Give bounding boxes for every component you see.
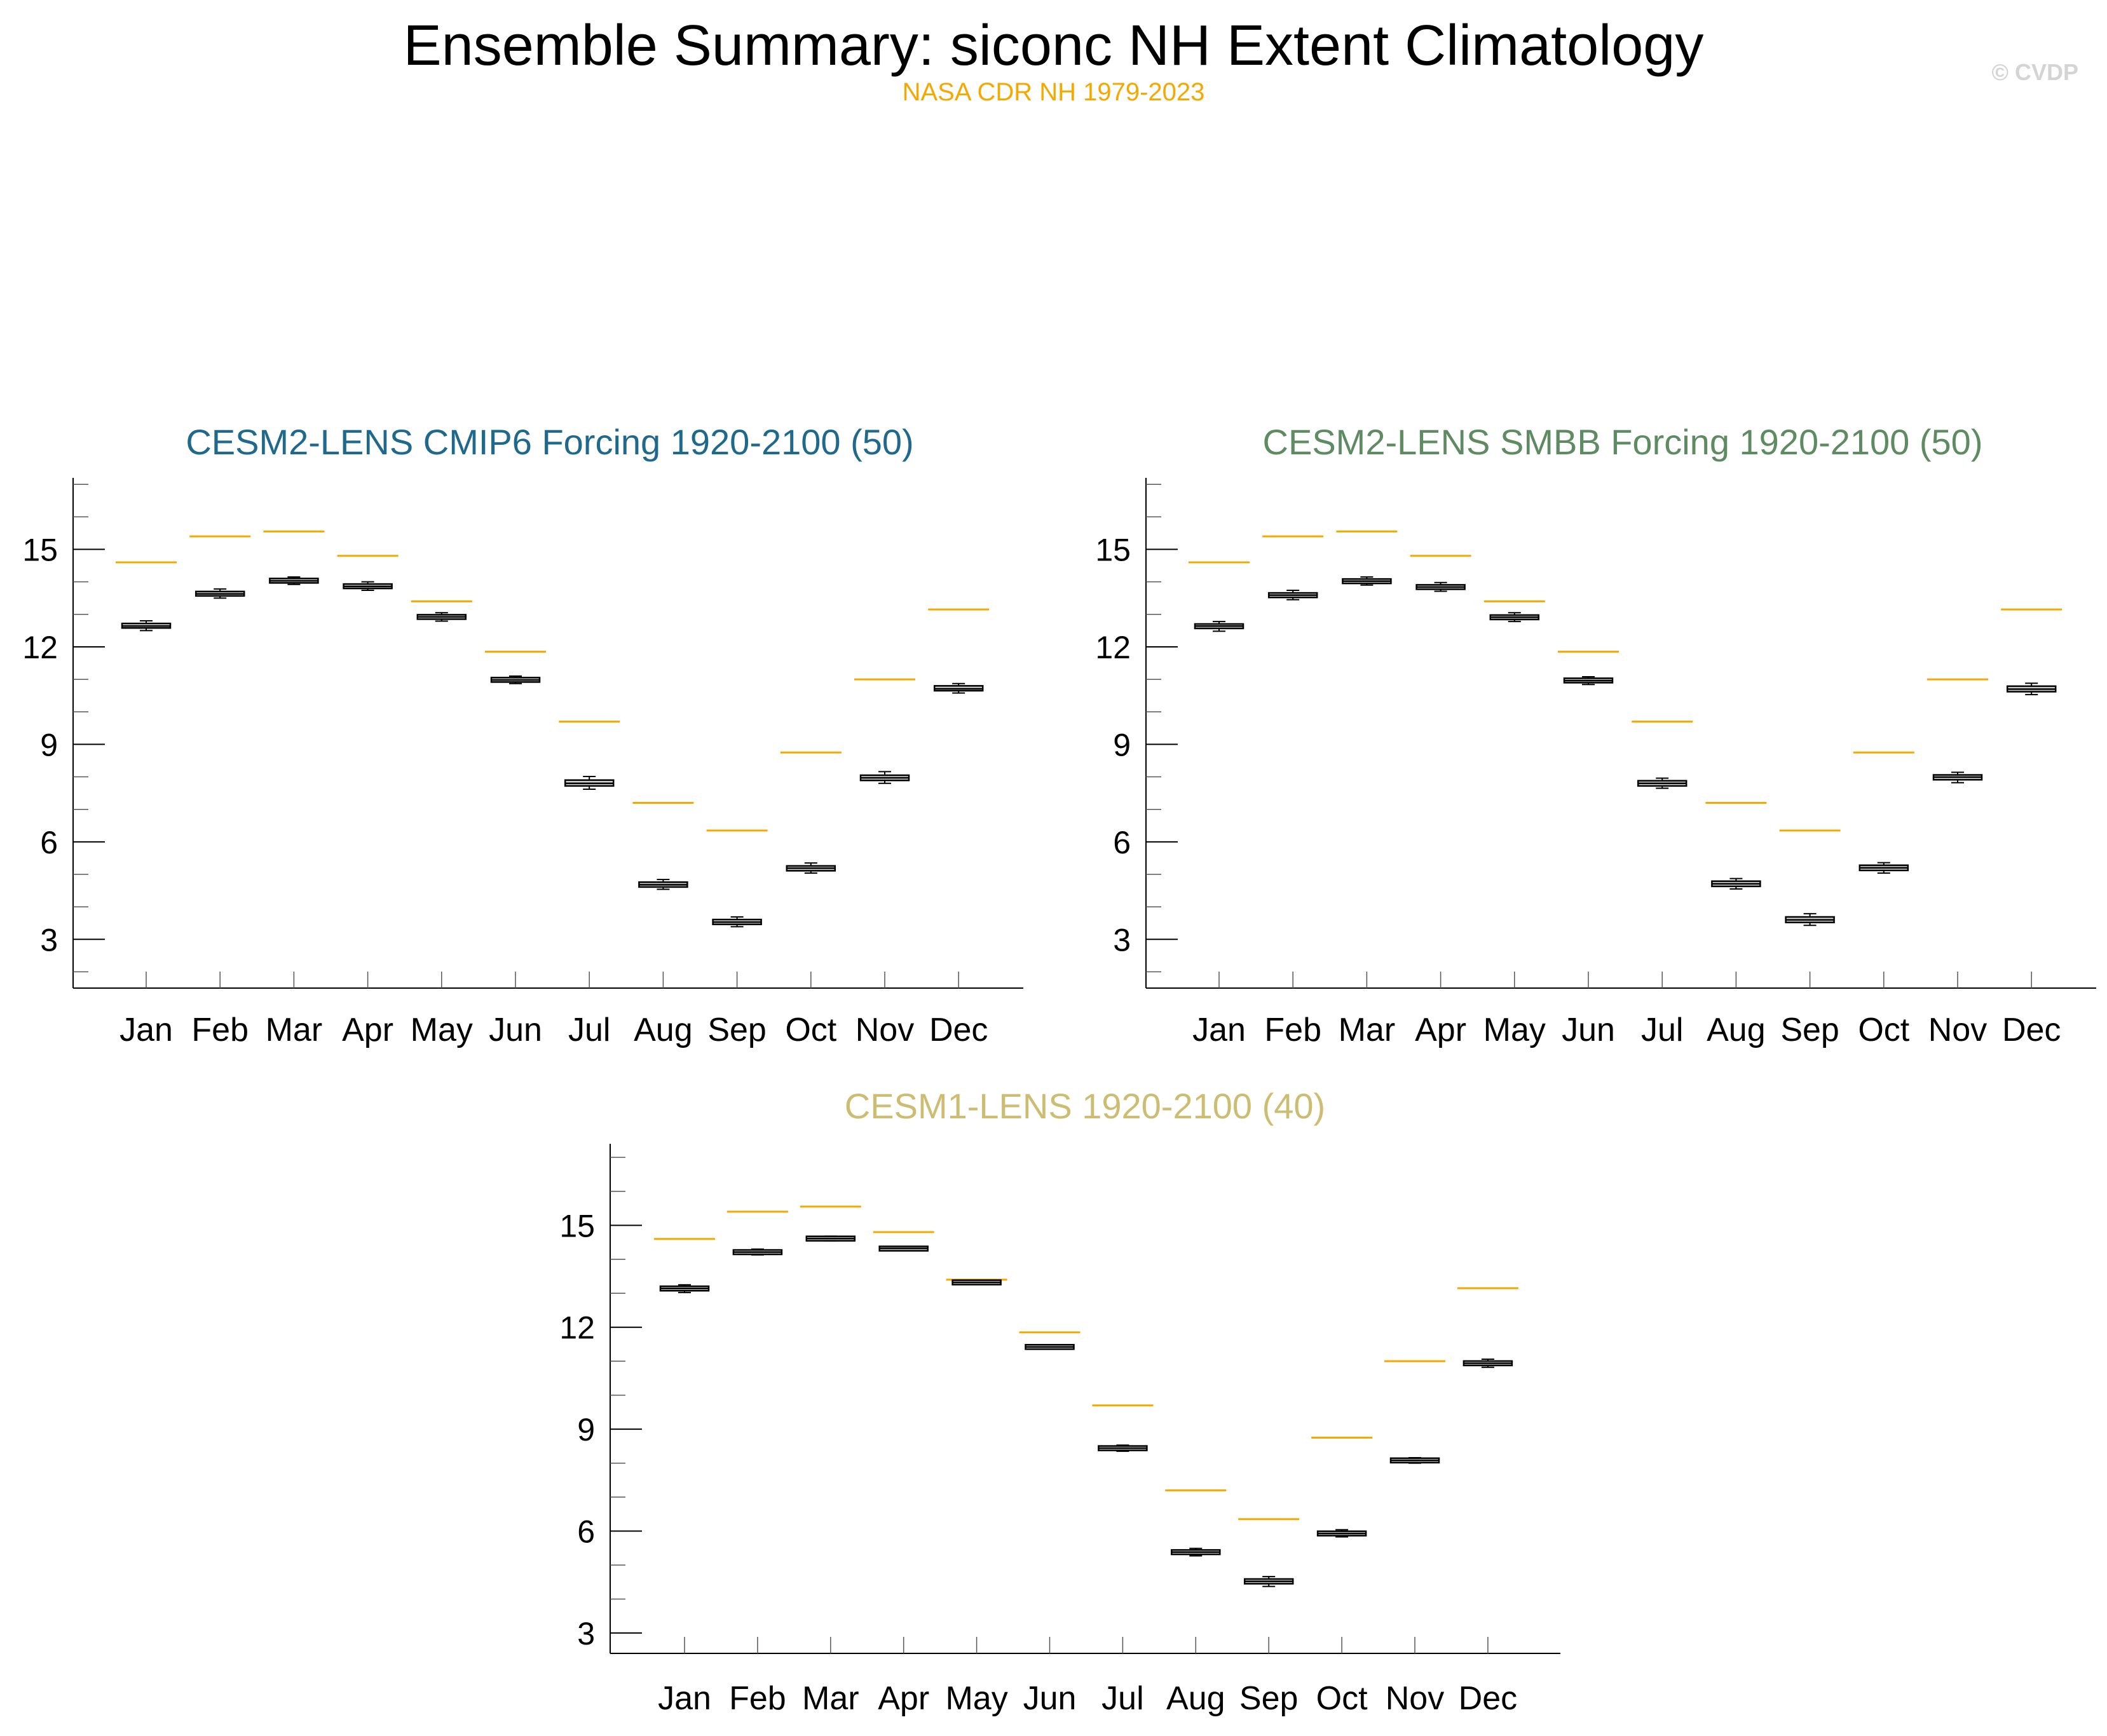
y-tick-label: 3 — [40, 922, 58, 958]
y-tick-label: 15 — [1095, 532, 1131, 568]
x-tick-label: Apr — [1415, 1012, 1466, 1048]
x-tick-label: Feb — [191, 1012, 249, 1048]
x-tick-label: Nov — [1928, 1012, 1987, 1048]
y-tick-label: 3 — [1113, 922, 1131, 958]
x-tick-label: Aug — [634, 1012, 693, 1048]
y-tick-label: 6 — [577, 1514, 595, 1550]
x-tick-label: Nov — [1386, 1680, 1444, 1717]
y-tick-label: 3 — [577, 1616, 595, 1651]
panel-cesm2-smbb: CESM2-LENS SMBB Forcing 1920-2100 (50) 3… — [1095, 422, 2096, 1048]
x-tick-label: Oct — [1858, 1012, 1909, 1048]
x-tick-label: Feb — [729, 1680, 786, 1717]
panel-cesm2-cmip6: CESM2-LENS CMIP6 Forcing 1920-2100 (50) … — [22, 422, 1023, 1048]
x-tick-label: Jul — [1101, 1680, 1143, 1717]
panel-title-cesm1-lens: CESM1-LENS 1920-2100 (40) — [845, 1086, 1325, 1126]
x-tick-label: Mar — [802, 1680, 859, 1717]
x-tick-label: Jun — [1562, 1012, 1615, 1048]
x-tick-label: Oct — [785, 1012, 836, 1048]
x-tick-label: Jul — [568, 1012, 610, 1048]
y-tick-label: 6 — [1113, 825, 1131, 860]
x-tick-label: Jul — [1641, 1012, 1683, 1048]
x-tick-label: Jan — [119, 1012, 173, 1048]
cvdp-watermark: © CVDP — [1991, 59, 2078, 85]
x-tick-label: Sep — [1239, 1680, 1299, 1717]
panel-title-cesm2-smbb: CESM2-LENS SMBB Forcing 1920-2100 (50) — [1263, 422, 1983, 462]
x-tick-label: May — [411, 1012, 473, 1048]
y-tick-label: 12 — [559, 1310, 595, 1346]
panel-cesm1-lens: CESM1-LENS 1920-2100 (40) 3 6 9 12 15 Jan Feb M… — [559, 1086, 1560, 1717]
x-tick-label: Dec — [929, 1012, 988, 1048]
x-tick-label: Oct — [1316, 1680, 1368, 1717]
x-tick-label: May — [1483, 1012, 1546, 1048]
x-tick-label: Aug — [1707, 1012, 1766, 1048]
x-tick-label: Sep — [707, 1012, 767, 1048]
y-tick-label: 12 — [22, 630, 58, 665]
x-tick-label: May — [945, 1680, 1007, 1717]
x-tick-label: Dec — [1459, 1680, 1517, 1717]
y-tick-label: 9 — [1113, 727, 1131, 763]
panel-title-cesm2-cmip6: CESM2-LENS CMIP6 Forcing 1920-2100 (50) — [186, 422, 913, 462]
y-tick-label: 15 — [22, 532, 58, 568]
x-tick-label: Jun — [1023, 1680, 1077, 1717]
y-tick-label: 9 — [40, 727, 58, 763]
x-tick-label: Apr — [342, 1012, 393, 1048]
x-tick-label: Mar — [1339, 1012, 1396, 1048]
x-tick-label: Mar — [266, 1012, 323, 1048]
x-tick-label: Jan — [658, 1680, 711, 1717]
x-tick-label: Feb — [1264, 1012, 1321, 1048]
x-tick-label: Jan — [1192, 1012, 1246, 1048]
x-tick-label: Apr — [878, 1680, 929, 1717]
x-tick-label: Nov — [856, 1012, 914, 1048]
x-tick-label: Dec — [2002, 1012, 2061, 1048]
y-tick-label: 15 — [559, 1208, 595, 1244]
x-tick-label: Sep — [1780, 1012, 1839, 1048]
y-tick-label: 12 — [1095, 630, 1131, 665]
figure-title: Ensemble Summary: siconc NH Extent Clima… — [403, 14, 1704, 78]
y-tick-label: 9 — [577, 1412, 595, 1448]
x-tick-label: Aug — [1166, 1680, 1225, 1717]
x-tick-label: Jun — [489, 1012, 542, 1048]
y-tick-label: 6 — [40, 825, 58, 860]
reference-dataset-subtitle: NASA CDR NH 1979-2023 — [902, 78, 1205, 106]
